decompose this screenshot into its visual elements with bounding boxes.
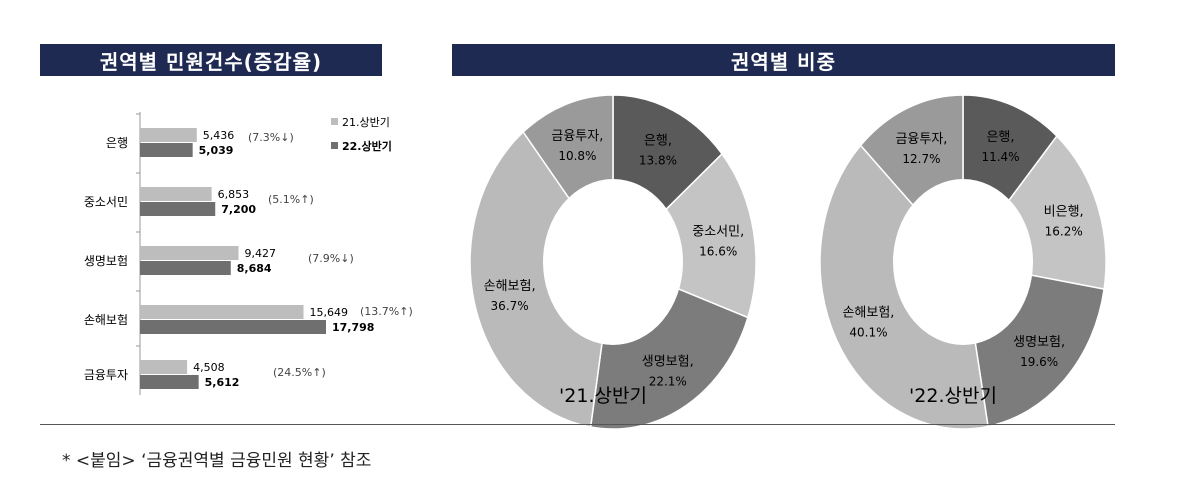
bar-22 — [140, 375, 199, 389]
donut-slice — [469, 130, 614, 428]
bar-21 — [140, 305, 304, 319]
bar-21 — [140, 246, 239, 260]
bar-21 — [140, 360, 188, 374]
value-label: 5,039 — [199, 144, 234, 157]
value-label: 6,853 — [218, 188, 250, 201]
value-label: 17,798 — [332, 321, 374, 334]
category-label: 손해보험 — [84, 313, 128, 327]
slice-percent: 36.7% — [491, 299, 529, 313]
divider — [40, 424, 1115, 425]
category-label: 중소서민 — [84, 195, 128, 209]
category-label: 생명보험 — [84, 254, 128, 268]
slice-percent: 12.7% — [902, 152, 940, 166]
legend-swatch — [331, 142, 338, 149]
footnote: * <붙임> ‘금융권역별 금융민원 현황’ 참조 — [62, 451, 372, 471]
bar-chart-title: 권역별 민원건수(증감율) — [40, 44, 382, 76]
slice-label: 손해보험, — [842, 305, 894, 320]
value-label: 4,508 — [193, 361, 225, 374]
bar-22 — [140, 143, 193, 157]
slice-label: 은행, — [644, 133, 672, 149]
slice-percent: 13.8% — [639, 154, 677, 168]
slice-percent: 10.8% — [558, 149, 596, 163]
value-label: 7,200 — [221, 203, 256, 216]
slice-percent: 40.1% — [849, 325, 887, 339]
slice-percent: 11.4% — [981, 150, 1019, 164]
category-label: 금융투자 — [84, 368, 128, 382]
donut-title: '22.상반기 — [909, 385, 997, 407]
change-label: (13.7%↑) — [360, 305, 413, 318]
slice-percent: 22.1% — [649, 374, 687, 388]
slice-percent: 16.2% — [1045, 225, 1083, 239]
donut-hole — [543, 179, 683, 345]
donut-title: '21.상반기 — [559, 385, 647, 407]
slice-label: 금융투자, — [895, 132, 947, 147]
change-label: (5.1%↑) — [268, 193, 314, 206]
slice-label: 손해보험, — [484, 279, 536, 294]
change-label: (24.5%↑) — [273, 366, 326, 379]
bar-21 — [140, 128, 197, 142]
bar-22 — [140, 202, 216, 216]
pie-charts-title: 권역별 비중 — [452, 44, 1115, 76]
bar-22 — [140, 261, 231, 275]
bar-22 — [140, 320, 326, 334]
slice-label: 비은행, — [1044, 204, 1084, 220]
legend-label: 21.상반기 — [342, 116, 390, 129]
slice-label: 생명보험, — [1013, 335, 1065, 350]
slice-percent: 19.6% — [1020, 355, 1058, 369]
slice-label: 생명보험, — [642, 354, 694, 369]
change-label: (7.3%↓) — [248, 131, 294, 144]
value-label: 9,427 — [245, 247, 277, 260]
slice-percent: 16.6% — [699, 244, 737, 258]
bar-21 — [140, 187, 212, 201]
value-label: 5,436 — [203, 129, 235, 142]
legend-swatch — [331, 118, 338, 125]
slice-label: 중소서민, — [692, 224, 744, 239]
donut-hole — [893, 179, 1033, 345]
value-label: 15,649 — [310, 306, 349, 319]
slice-label: 금융투자, — [551, 129, 603, 144]
change-label: (7.9%↓) — [308, 252, 354, 265]
slice-label: 은행, — [986, 129, 1014, 145]
legend-label: 22.상반기 — [342, 139, 392, 153]
category-label: 은행 — [106, 135, 128, 150]
value-label: 8,684 — [237, 262, 272, 275]
value-label: 5,612 — [205, 376, 240, 389]
